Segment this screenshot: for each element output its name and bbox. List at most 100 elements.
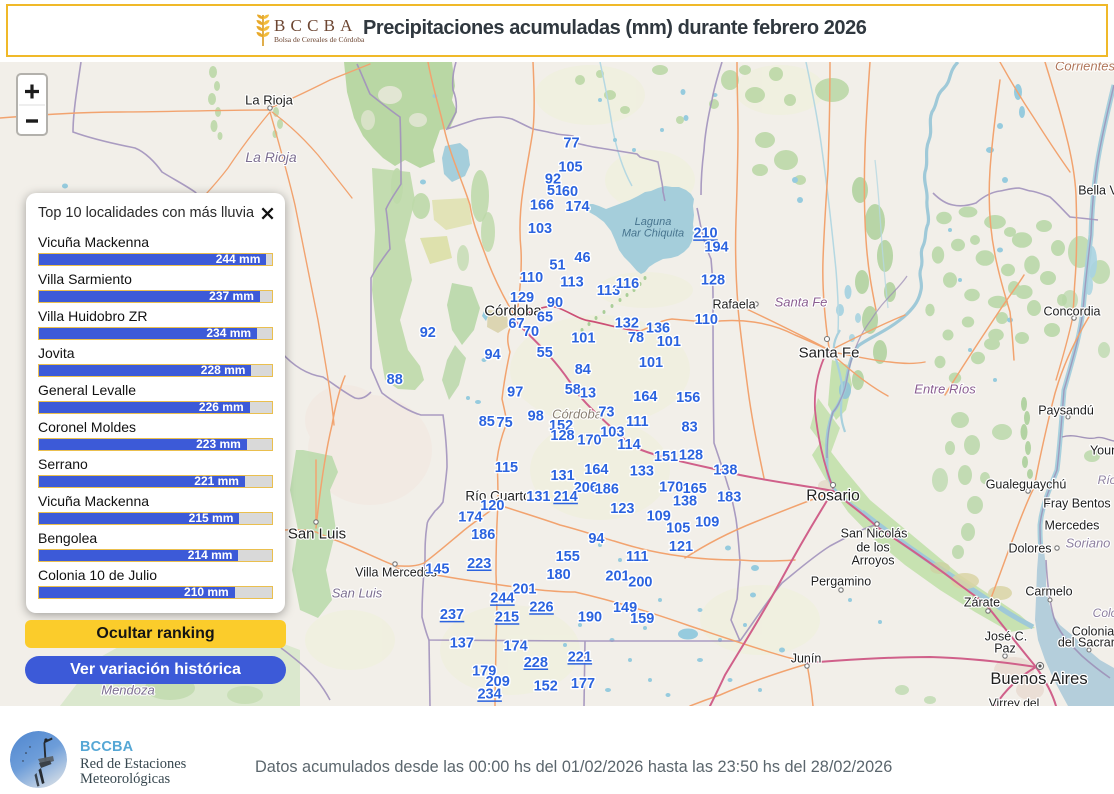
svg-text:55: 55 (537, 345, 553, 361)
svg-text:Youn: Youn (1090, 443, 1114, 457)
svg-text:166: 166 (530, 198, 554, 214)
svg-text:90: 90 (547, 295, 563, 311)
svg-text:186: 186 (471, 527, 495, 543)
svg-text:136: 136 (646, 321, 670, 337)
svg-text:del Sacrame: del Sacrame (1058, 635, 1114, 649)
svg-text:83: 83 (682, 419, 698, 435)
svg-text:Mendoza: Mendoza (101, 683, 154, 698)
svg-text:Bella V: Bella V (1078, 183, 1114, 197)
svg-text:José C.: José C. (985, 629, 1027, 643)
svg-text:159: 159 (630, 611, 654, 627)
svg-text:113: 113 (597, 283, 620, 299)
svg-text:174: 174 (565, 199, 589, 215)
svg-text:Río Cuarto: Río Cuarto (465, 489, 530, 504)
svg-text:Fray Bentos: Fray Bentos (1043, 496, 1110, 510)
svg-text:113: 113 (560, 275, 583, 291)
svg-text:132: 132 (615, 316, 639, 332)
svg-text:Colo: Colo (1093, 606, 1114, 620)
svg-text:75: 75 (497, 415, 513, 431)
svg-text:129: 129 (510, 290, 534, 306)
svg-text:Santa Fe: Santa Fe (799, 344, 860, 361)
svg-text:165: 165 (683, 481, 707, 497)
svg-text:226: 226 (529, 600, 553, 616)
svg-text:Córdoba: Córdoba (552, 407, 602, 422)
svg-text:Zárate: Zárate (964, 595, 1000, 609)
svg-text:101: 101 (657, 334, 681, 350)
svg-text:110: 110 (520, 270, 543, 286)
svg-text:152: 152 (549, 418, 573, 434)
svg-text:223: 223 (467, 556, 491, 572)
svg-text:121: 121 (669, 539, 693, 555)
svg-text:85: 85 (479, 414, 495, 430)
svg-text:La Rioja: La Rioja (245, 93, 293, 108)
svg-text:Carmelo: Carmelo (1025, 584, 1072, 598)
svg-text:105: 105 (558, 160, 582, 176)
svg-text:101: 101 (639, 355, 663, 371)
svg-text:13: 13 (580, 386, 596, 402)
svg-text:234: 234 (477, 687, 501, 703)
svg-text:138: 138 (673, 494, 697, 510)
svg-text:51: 51 (549, 258, 565, 274)
svg-text:174: 174 (503, 639, 527, 655)
svg-text:214: 214 (553, 489, 577, 505)
svg-text:84: 84 (575, 362, 591, 378)
svg-text:Paysandú: Paysandú (1038, 403, 1094, 417)
svg-text:179: 179 (472, 664, 496, 680)
svg-text:133: 133 (630, 464, 654, 480)
svg-text:67: 67 (508, 316, 524, 332)
svg-text:51: 51 (547, 183, 563, 199)
svg-text:201: 201 (605, 569, 629, 585)
svg-text:73: 73 (598, 405, 614, 421)
svg-text:San Luis: San Luis (332, 586, 383, 601)
svg-text:94: 94 (588, 531, 604, 547)
svg-text:Villa Mercedes: Villa Mercedes (355, 565, 437, 579)
svg-text:170: 170 (577, 433, 601, 449)
svg-text:180: 180 (546, 567, 570, 583)
svg-text:156: 156 (676, 390, 700, 406)
svg-text:138: 138 (713, 463, 737, 479)
svg-text:Virrey del: Virrey del (989, 696, 1039, 710)
svg-text:164: 164 (584, 462, 608, 478)
svg-text:215: 215 (495, 610, 519, 626)
svg-text:97: 97 (507, 384, 523, 400)
svg-text:Laguna: Laguna (635, 216, 672, 228)
svg-text:de los: de los (856, 540, 889, 554)
svg-text:88: 88 (387, 372, 403, 388)
svg-text:111: 111 (626, 549, 649, 565)
svg-text:Mar Chiquita: Mar Chiquita (622, 228, 684, 240)
svg-text:77: 77 (563, 136, 579, 152)
svg-text:128: 128 (701, 273, 725, 289)
svg-text:123: 123 (610, 501, 634, 517)
svg-text:92: 92 (420, 325, 436, 341)
svg-text:155: 155 (556, 549, 580, 565)
svg-text:131: 131 (550, 468, 574, 484)
svg-text:228: 228 (524, 655, 548, 671)
svg-text:70: 70 (523, 324, 539, 340)
svg-text:149: 149 (613, 600, 637, 616)
svg-text:Corrientes: Corrientes (1055, 59, 1114, 74)
svg-text:105: 105 (666, 521, 690, 537)
svg-text:Río: Río (1098, 473, 1114, 487)
svg-text:190: 190 (578, 610, 602, 626)
svg-text:Dolores: Dolores (1008, 541, 1051, 555)
svg-text:200: 200 (628, 575, 652, 591)
svg-text:Córdoba: Córdoba (484, 302, 542, 319)
svg-text:58: 58 (565, 382, 581, 398)
svg-text:244: 244 (490, 591, 514, 607)
svg-text:152: 152 (534, 679, 558, 695)
svg-text:186: 186 (595, 481, 619, 497)
svg-text:Mercedes: Mercedes (1045, 518, 1100, 532)
svg-text:San Luis: San Luis (288, 525, 346, 542)
svg-text:Pergamino: Pergamino (811, 574, 871, 588)
svg-text:210: 210 (693, 226, 717, 242)
svg-text:60: 60 (562, 184, 578, 200)
svg-text:110: 110 (695, 312, 718, 328)
svg-text:151: 151 (654, 449, 678, 465)
svg-text:109: 109 (647, 509, 671, 525)
svg-text:194: 194 (704, 240, 728, 256)
svg-text:164: 164 (633, 389, 657, 405)
svg-text:92: 92 (545, 172, 561, 188)
svg-text:170: 170 (659, 480, 683, 496)
svg-text:Buenos Aires: Buenos Aires (990, 670, 1087, 688)
svg-text:Gualeguaychú: Gualeguaychú (986, 477, 1067, 491)
